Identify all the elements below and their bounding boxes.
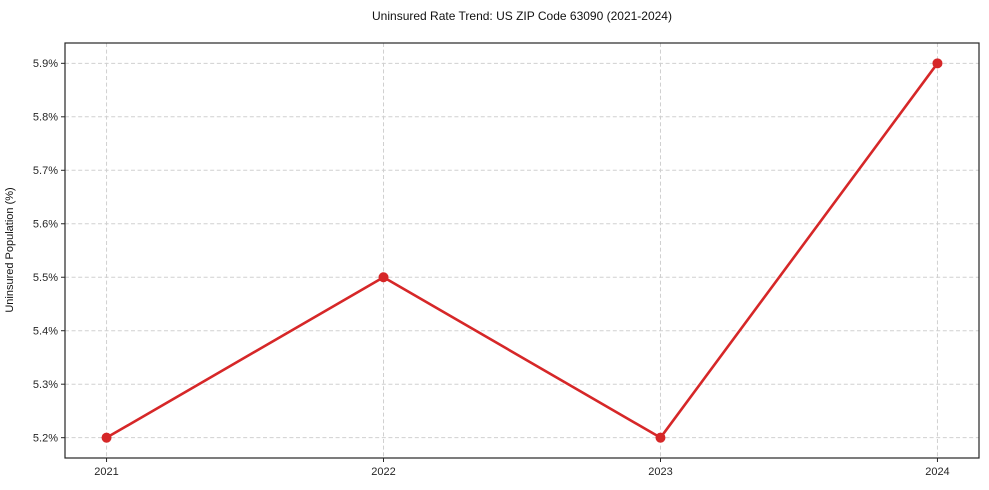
chart-title: Uninsured Rate Trend: US ZIP Code 63090 … <box>372 9 672 23</box>
y-axis-label: Uninsured Population (%) <box>4 187 16 312</box>
y-tick-label: 5.2% <box>33 432 58 444</box>
x-tick-label: 2023 <box>648 466 672 478</box>
trend-line <box>105 62 939 439</box>
data-point-2021 <box>101 432 112 443</box>
plot-area: 5.2% 5.3% 5.4% 5.5% 5.6% 5.7% 5.8% 5.9% 2021 2022… <box>33 42 980 478</box>
x-tick-label: 2022 <box>371 466 395 478</box>
plot-border <box>64 42 980 459</box>
y-tick-label: 5.8% <box>33 112 58 124</box>
data-point-2024 <box>932 58 943 69</box>
y-tick-label: 5.3% <box>33 379 58 391</box>
data-point-2022 <box>378 272 389 283</box>
y-tick-label: 5.4% <box>33 326 58 338</box>
y-tick-label: 5.9% <box>33 58 58 70</box>
x-tick-label: 2024 <box>925 466 949 478</box>
x-tick-label: 2021 <box>94 466 118 478</box>
y-tick-label: 5.7% <box>33 165 58 177</box>
y-tick-label: 5.5% <box>33 272 58 284</box>
y-tick-label: 5.6% <box>33 219 58 231</box>
data-point-2023 <box>655 432 666 443</box>
